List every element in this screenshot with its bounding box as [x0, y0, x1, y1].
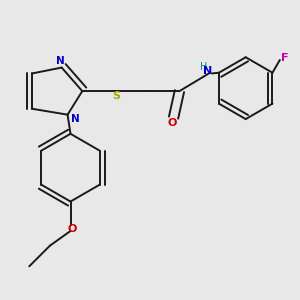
- Text: N: N: [70, 114, 79, 124]
- Text: H: H: [200, 62, 207, 72]
- Text: N: N: [203, 66, 212, 76]
- Text: S: S: [112, 91, 120, 100]
- Text: O: O: [167, 118, 177, 128]
- Text: F: F: [281, 53, 289, 64]
- Text: N: N: [56, 56, 64, 66]
- Text: O: O: [67, 224, 77, 234]
